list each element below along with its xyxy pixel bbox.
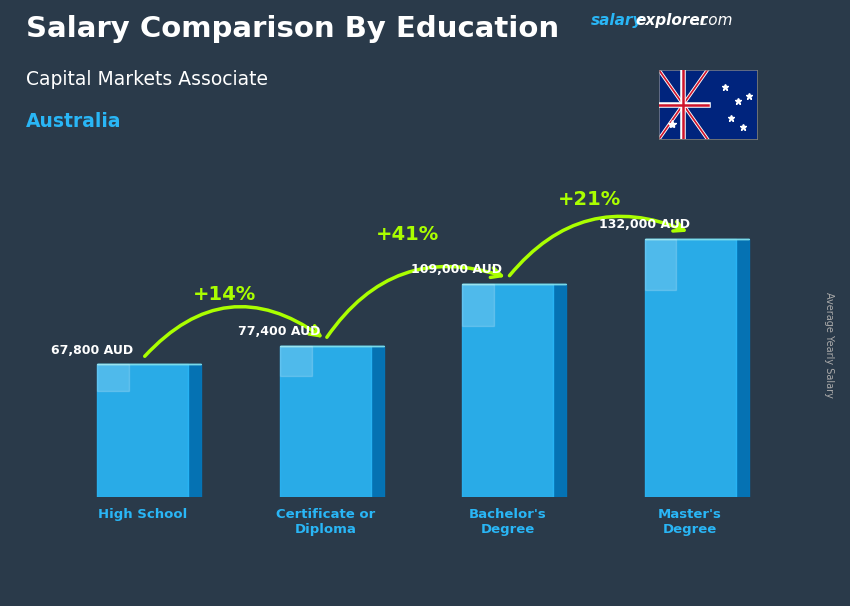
Polygon shape [371, 345, 383, 497]
Text: +21%: +21% [558, 190, 621, 208]
Text: .com: .com [695, 13, 733, 28]
Text: 132,000 AUD: 132,000 AUD [599, 218, 690, 231]
Bar [462, 284, 553, 497]
Bar [462, 284, 494, 327]
Polygon shape [189, 364, 201, 497]
Text: +41%: +41% [376, 225, 439, 244]
Bar [97, 364, 129, 391]
Text: Australia: Australia [26, 112, 121, 131]
Text: Capital Markets Associate: Capital Markets Associate [26, 70, 268, 88]
Text: salary: salary [591, 13, 643, 28]
Bar [644, 239, 736, 497]
Polygon shape [736, 239, 749, 497]
Text: explorer: explorer [636, 13, 708, 28]
Text: Salary Comparison By Education: Salary Comparison By Education [26, 15, 558, 43]
Text: Average Yearly Salary: Average Yearly Salary [824, 293, 834, 398]
Text: 77,400 AUD: 77,400 AUD [239, 325, 320, 338]
Polygon shape [553, 284, 566, 497]
Text: +14%: +14% [193, 285, 257, 304]
Bar [280, 345, 371, 497]
Text: 109,000 AUD: 109,000 AUD [411, 263, 502, 276]
Bar [644, 239, 677, 290]
Bar [97, 364, 189, 497]
Text: 67,800 AUD: 67,800 AUD [51, 344, 133, 357]
Bar [280, 345, 312, 376]
